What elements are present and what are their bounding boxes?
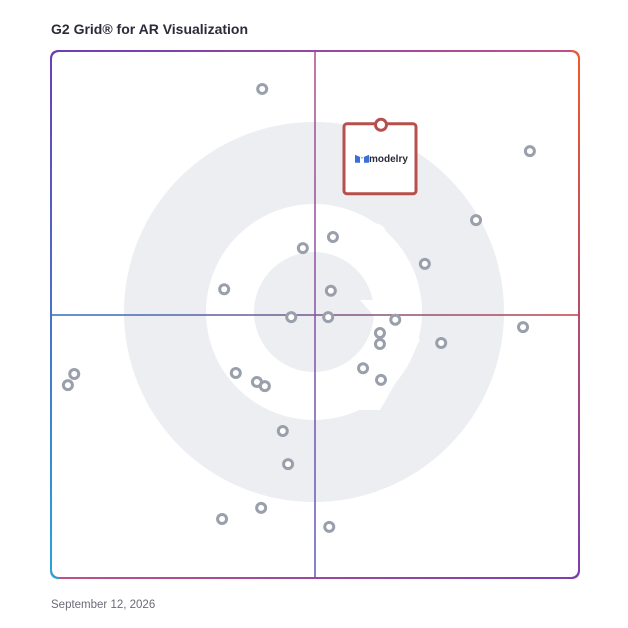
svg-text:2: 2 xyxy=(354,210,390,282)
background-logo: 2 xyxy=(124,122,504,502)
point xyxy=(326,231,339,244)
point xyxy=(375,373,387,386)
point xyxy=(229,366,242,379)
point xyxy=(285,311,298,324)
point xyxy=(322,311,335,324)
point xyxy=(323,520,336,533)
point xyxy=(255,501,268,514)
marks: modelry xyxy=(61,82,536,533)
point xyxy=(517,321,530,334)
highlight-point xyxy=(374,117,388,132)
point xyxy=(373,326,386,339)
chart-title: G2 Grid® for AR Visualization xyxy=(51,21,248,37)
date: September 12, 2026 xyxy=(51,599,155,611)
point xyxy=(418,257,431,270)
point xyxy=(373,338,386,351)
point xyxy=(258,380,271,393)
vendor-label: modelry xyxy=(369,154,408,165)
point xyxy=(256,82,269,95)
point xyxy=(296,242,309,255)
point xyxy=(389,313,402,326)
point xyxy=(218,283,231,296)
point xyxy=(276,424,289,437)
point xyxy=(357,362,370,375)
point xyxy=(61,379,74,392)
point xyxy=(68,368,81,381)
point xyxy=(282,458,295,471)
point xyxy=(435,336,448,349)
vendor-icon xyxy=(355,154,369,163)
point xyxy=(523,145,536,158)
point xyxy=(470,214,483,227)
point xyxy=(216,512,229,525)
point xyxy=(324,284,337,297)
